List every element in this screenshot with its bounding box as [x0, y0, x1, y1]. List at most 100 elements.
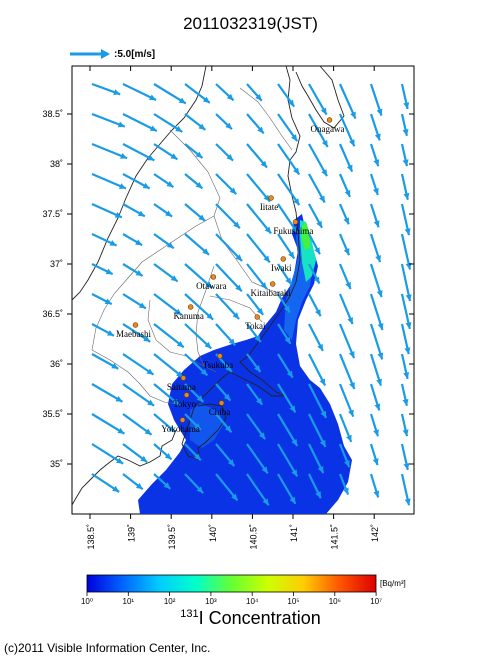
wind-arrow-head — [291, 134, 298, 142]
city-label: Kitaibaraki — [250, 288, 291, 298]
lat-tick-label: 36.5˚ — [42, 309, 63, 319]
wind-arrow-head — [350, 111, 356, 119]
latitude-axis: 38.5˚ 38˚ 37.5˚ 37˚ 36.5˚ 36˚ 35.5˚ 35˚ — [42, 109, 414, 469]
colorbar-tick-label: 10⁴ — [246, 597, 259, 606]
wind-arrow-head — [319, 439, 326, 447]
colorbar-tick-label: 10¹ — [123, 597, 135, 606]
city-marker — [326, 117, 333, 123]
wind-arrow-head — [111, 362, 119, 369]
city-marker — [210, 274, 217, 280]
wind-arrow-head — [120, 153, 128, 159]
wind-arrow-head — [402, 159, 409, 167]
city-marker — [217, 353, 223, 359]
wind-arrow-head — [346, 434, 352, 442]
wind-arrow-head — [223, 393, 231, 401]
wind-arrow-head — [176, 340, 184, 348]
wind-arrow-head — [225, 425, 232, 433]
wind-arrow-head — [289, 405, 296, 413]
wind-arrow-head — [264, 226, 272, 234]
wind-arrow-head — [235, 254, 243, 261]
wind-legend-arrow — [70, 49, 110, 59]
wind-arrow-head — [112, 485, 120, 492]
wind-arrow-head — [288, 251, 295, 259]
wind-arrow-head — [165, 210, 173, 217]
wind-arrow-head — [293, 198, 300, 206]
wind-arrow-head — [320, 107, 327, 115]
wind-arrow-head — [198, 214, 206, 221]
wind-arrow-head — [144, 428, 152, 435]
lon-tick-label: 138.5˚ — [86, 524, 96, 550]
lat-tick-label: 35˚ — [50, 459, 63, 469]
wind-arrow-head — [263, 194, 270, 202]
wind-arrow-head — [118, 183, 126, 189]
wind-arrow-head — [321, 169, 327, 177]
lat-tick-label: 36˚ — [50, 359, 63, 369]
wind-arrow-head — [166, 242, 174, 249]
wind-arrow-head — [233, 221, 240, 229]
wind-arrow-head — [196, 486, 204, 494]
wind-arrow-head — [146, 368, 154, 375]
lon-tick-label: 141˚ — [289, 524, 299, 542]
wind-arrow-head — [373, 220, 380, 228]
wind-arrow-head — [194, 453, 201, 461]
wind-arrow-head — [164, 452, 172, 460]
wind-arrow-head — [163, 482, 171, 489]
wind-arrow-head — [403, 372, 410, 379]
wind-arrow-head — [254, 365, 261, 372]
lon-tick-label: 140˚ — [208, 524, 218, 542]
city-label: Maebashi — [116, 329, 151, 339]
city-label: Saitama — [167, 382, 196, 392]
wind-arrow-head — [106, 330, 114, 336]
city-label: Otawara — [196, 281, 226, 291]
city-label: Iwaki — [271, 263, 292, 273]
wind-arrow-head — [348, 409, 354, 417]
lat-tick-label: 37˚ — [50, 259, 63, 269]
wind-arrow-head — [200, 368, 208, 376]
colorbar-gradient — [86, 574, 377, 593]
wind-arrow-head — [255, 397, 263, 405]
wind-arrow-head — [402, 429, 409, 437]
wind-arrow-head — [317, 343, 323, 351]
wind-arrow-head — [343, 217, 350, 225]
wind-arrow-head — [149, 125, 157, 132]
wind-arrow-head — [226, 93, 234, 101]
wind-arrow-head — [232, 312, 240, 319]
wind-arrow-head — [114, 212, 122, 218]
wind-arrow-head — [137, 210, 145, 217]
wind-arrow-head — [377, 352, 384, 360]
wind-arrow-head — [256, 307, 264, 315]
wind-arrow-head — [261, 466, 268, 474]
wind-arrow-head — [404, 498, 411, 506]
wind-arrow — [91, 142, 128, 160]
wind-arrow-head — [225, 122, 232, 130]
wind-arrow-head — [293, 167, 300, 175]
wind-arrow-head — [373, 159, 380, 167]
wind-arrow-head — [291, 438, 298, 446]
wind-arrow-head — [225, 365, 232, 372]
lat-tick-label: 38˚ — [50, 159, 63, 169]
colorbar-tick-label: 10⁰ — [81, 597, 93, 606]
wind-arrow-head — [404, 228, 411, 236]
wind-arrow — [308, 113, 329, 148]
wind-arrow-head — [194, 423, 201, 430]
wind-arrow-head — [373, 490, 380, 498]
prefecture-boundaries — [91, 87, 293, 405]
wind-arrow-head — [172, 398, 180, 406]
wind-arrow-head — [117, 427, 125, 434]
wind-arrow-head — [402, 398, 409, 406]
wind-arrow-head — [319, 378, 326, 386]
wind-arrow-head — [226, 154, 234, 161]
city-label: Yokohama — [161, 424, 200, 434]
city-marker — [183, 392, 190, 398]
wind-arrow-head — [147, 399, 155, 406]
city-marker — [254, 314, 260, 320]
wind-arrow-head — [202, 96, 210, 103]
wind-arrow — [400, 263, 412, 302]
wind-arrow-head — [403, 463, 410, 470]
wind-vector-field — [91, 82, 412, 506]
wind-arrow-head — [138, 302, 146, 309]
credit-text: (c)2011 Visible Information Center, Inc. — [4, 641, 211, 655]
lat-tick-label: 37.5˚ — [42, 209, 63, 219]
wind-arrow-head — [231, 493, 238, 501]
